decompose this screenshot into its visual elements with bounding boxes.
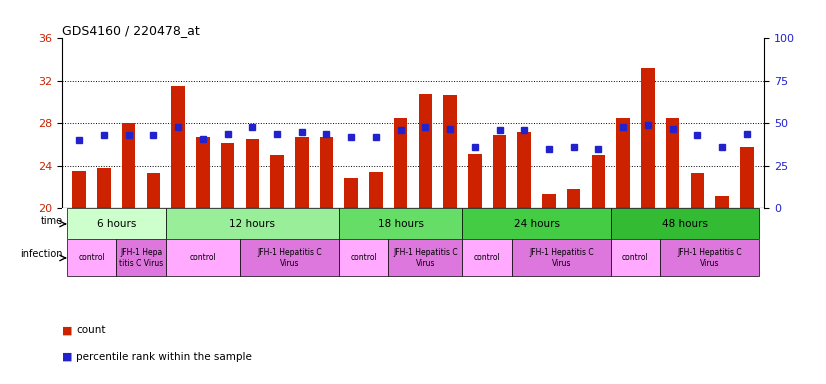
- Bar: [468, 154, 482, 209]
- Bar: [196, 137, 210, 209]
- Bar: [610, 239, 660, 276]
- Bar: [369, 172, 382, 209]
- Bar: [512, 239, 610, 276]
- Bar: [660, 239, 759, 276]
- Text: 24 hours: 24 hours: [514, 219, 559, 229]
- Bar: [295, 137, 309, 209]
- Text: control: control: [350, 253, 377, 262]
- Bar: [715, 196, 729, 209]
- Bar: [493, 135, 506, 209]
- Bar: [610, 209, 759, 239]
- Bar: [388, 239, 463, 276]
- Text: percentile rank within the sample: percentile rank within the sample: [76, 352, 252, 362]
- Bar: [641, 68, 655, 209]
- Text: 12 hours: 12 hours: [230, 219, 275, 229]
- Bar: [567, 189, 581, 209]
- Bar: [339, 239, 388, 276]
- Text: GDS4160 / 220478_at: GDS4160 / 220478_at: [62, 24, 200, 37]
- Text: count: count: [76, 325, 106, 335]
- Text: 18 hours: 18 hours: [377, 219, 424, 229]
- Text: control: control: [78, 253, 105, 262]
- Bar: [270, 155, 284, 209]
- Bar: [616, 118, 630, 209]
- Bar: [67, 209, 166, 239]
- Bar: [591, 155, 605, 209]
- Bar: [517, 132, 531, 209]
- Bar: [419, 94, 432, 209]
- Bar: [463, 239, 512, 276]
- Bar: [344, 178, 358, 209]
- Text: 48 hours: 48 hours: [662, 219, 708, 229]
- Bar: [666, 118, 679, 209]
- Bar: [97, 168, 111, 209]
- Bar: [320, 137, 333, 209]
- Text: control: control: [622, 253, 649, 262]
- Text: JFH-1 Hepatitis C
Virus: JFH-1 Hepatitis C Virus: [393, 248, 458, 268]
- Bar: [147, 174, 160, 209]
- Text: control: control: [189, 253, 216, 262]
- Text: JFH-1 Hepatitis C
Virus: JFH-1 Hepatitis C Virus: [257, 248, 321, 268]
- Bar: [171, 86, 185, 209]
- Bar: [240, 239, 339, 276]
- Bar: [221, 142, 235, 209]
- Text: JFH-1 Hepatitis C
Virus: JFH-1 Hepatitis C Virus: [529, 248, 594, 268]
- Text: control: control: [474, 253, 501, 262]
- Bar: [245, 139, 259, 209]
- Bar: [394, 118, 407, 209]
- Text: JFH-1 Hepa
titis C Virus: JFH-1 Hepa titis C Virus: [119, 248, 164, 268]
- Bar: [116, 239, 166, 276]
- Bar: [73, 171, 86, 209]
- Text: ■: ■: [62, 352, 73, 362]
- Text: time: time: [40, 216, 63, 226]
- Text: JFH-1 Hepatitis C
Virus: JFH-1 Hepatitis C Virus: [677, 248, 742, 268]
- Text: ■: ■: [62, 325, 73, 335]
- Text: 6 hours: 6 hours: [97, 219, 136, 229]
- Bar: [463, 209, 610, 239]
- Bar: [166, 239, 240, 276]
- Bar: [740, 147, 753, 209]
- Bar: [542, 194, 556, 209]
- Bar: [166, 209, 339, 239]
- Bar: [691, 174, 704, 209]
- Bar: [339, 209, 463, 239]
- Bar: [444, 95, 457, 209]
- Bar: [122, 123, 135, 209]
- Text: infection: infection: [20, 249, 63, 259]
- Bar: [67, 239, 116, 276]
